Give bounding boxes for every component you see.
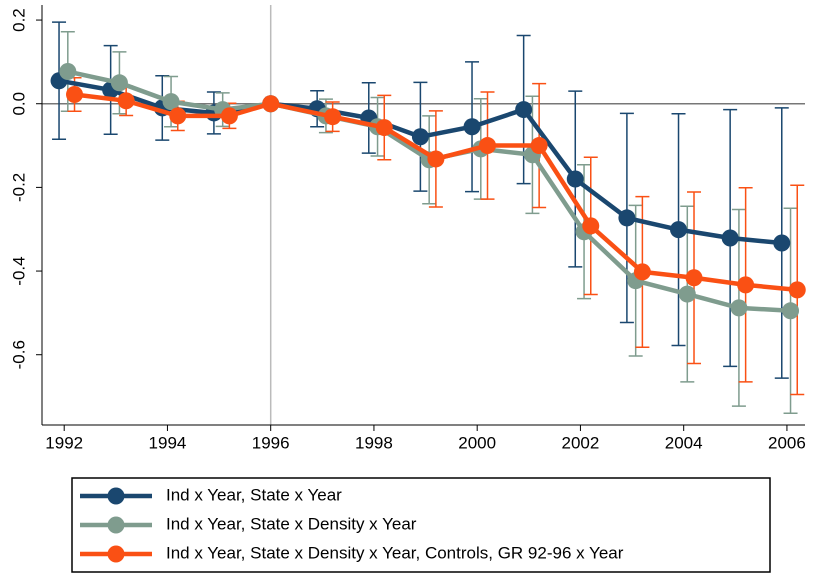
- x-tick-label: 2006: [768, 433, 806, 452]
- point: [515, 101, 533, 119]
- point: [737, 276, 755, 294]
- x-tick-label: 2002: [562, 433, 600, 452]
- legend-marker: [107, 545, 125, 563]
- x-tick-label: 1994: [149, 433, 187, 452]
- legend-label: Ind x Year, State x Year: [166, 485, 342, 504]
- point: [479, 137, 497, 155]
- point: [411, 128, 429, 146]
- x-tick-label: 1992: [45, 433, 83, 452]
- point: [262, 95, 280, 113]
- plot-area: [42, 5, 805, 425]
- point: [721, 229, 739, 247]
- point: [110, 74, 128, 92]
- point: [220, 107, 238, 125]
- y-tick-label: -0.4: [9, 256, 28, 285]
- point: [618, 209, 636, 227]
- point: [169, 107, 187, 125]
- point: [59, 63, 77, 81]
- point: [427, 150, 445, 168]
- legend: [71, 477, 771, 573]
- x-tick-label: 2000: [458, 433, 496, 452]
- point: [678, 285, 696, 303]
- point: [66, 86, 84, 104]
- point: [375, 119, 393, 137]
- y-tick-label: -0.6: [9, 340, 28, 369]
- legend-marker: [107, 516, 125, 534]
- legend-label: Ind x Year, State x Density x Year: [166, 514, 417, 533]
- x-tick-label: 1998: [355, 433, 393, 452]
- y-tick-label: 0.0: [9, 92, 28, 116]
- point: [162, 93, 180, 111]
- point: [463, 118, 481, 136]
- point: [582, 217, 600, 235]
- point: [685, 269, 703, 287]
- point: [566, 170, 584, 188]
- point: [670, 221, 688, 239]
- x-tick-label: 1996: [252, 433, 290, 452]
- y-tick-label: 0.2: [9, 8, 28, 32]
- point: [324, 108, 342, 126]
- point: [730, 299, 748, 317]
- point: [633, 263, 651, 281]
- point: [773, 234, 791, 252]
- legend-marker: [107, 487, 125, 505]
- y-tick-label: -0.2: [9, 173, 28, 202]
- point: [782, 302, 800, 320]
- point: [117, 92, 135, 110]
- point: [530, 137, 548, 155]
- legend-label: Ind x Year, State x Density x Year, Cont…: [166, 543, 624, 562]
- x-tick-label: 2004: [665, 433, 703, 452]
- point: [788, 281, 806, 299]
